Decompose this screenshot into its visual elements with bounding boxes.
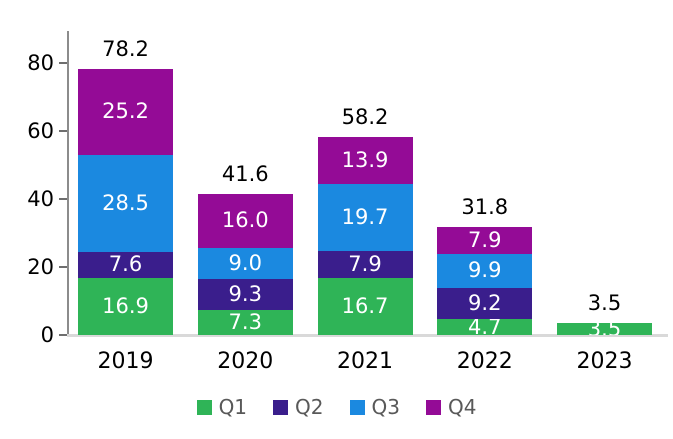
segment-value-label: 16.0 (221, 208, 269, 233)
y-axis-line (67, 31, 69, 336)
bar-segment-q3-2019: 28.5 (78, 154, 173, 252)
legend-item-q4: Q4 (425, 395, 477, 419)
segment-value-label: 9.9 (468, 258, 502, 283)
bar-segment-q1-2023: 3.5 (557, 323, 652, 335)
bar-segment-q2-2020: 9.3 (197, 278, 293, 311)
segment-value-label: 16.7 (341, 294, 389, 319)
bar-segment-q1-2022: 4.7 (437, 319, 533, 335)
bar-segment-q1-2019: 16.9 (78, 277, 173, 335)
segment-value-label: 7.3 (228, 310, 262, 335)
legend-swatch-q4 (425, 399, 441, 415)
legend: Q1 Q2 Q3 Q4 (0, 397, 673, 417)
segment-value-label: 7.9 (468, 228, 502, 253)
total-label-2021: 58.2 (341, 105, 389, 130)
segment-value-label: 9.0 (228, 250, 262, 275)
bar-segment-q4-2020: 16.0 (197, 193, 293, 248)
bar-segment-q1-2020: 7.3 (197, 310, 293, 335)
legend-swatch-q3 (349, 399, 365, 415)
y-tick-mark (59, 130, 67, 132)
legend-item-q3: Q3 (349, 395, 400, 419)
bar-segment-q4-2021: 13.9 (317, 137, 413, 185)
y-tick-mark (59, 334, 67, 336)
legend-label-q3: Q3 (371, 395, 400, 419)
y-tick-mark (59, 62, 67, 64)
segment-value-label: 4.7 (468, 319, 502, 335)
total-label-2020: 41.6 (221, 161, 269, 186)
legend-label-q4: Q4 (447, 395, 477, 419)
x-axis-label-2020: 2020 (217, 349, 274, 374)
y-tick-label: 0 (40, 323, 54, 347)
segment-value-label: 13.9 (341, 148, 389, 173)
x-axis-baseline (67, 334, 668, 337)
y-tick-mark (59, 266, 67, 268)
total-label-2019: 78.2 (102, 37, 149, 62)
y-tick-label: 40 (27, 187, 54, 211)
x-axis-label-2019: 2019 (97, 349, 154, 374)
bar-segment-q4-2019: 25.2 (78, 69, 173, 155)
y-tick-label: 80 (27, 51, 54, 75)
segment-value-label: 28.5 (102, 190, 149, 215)
bar-segment-q3-2020: 9.0 (197, 247, 293, 279)
segment-value-label: 9.2 (468, 290, 502, 315)
total-label-2023: 3.5 (587, 291, 622, 316)
x-axis-label-2023: 2023 (576, 349, 633, 374)
legend-item-q1: Q1 (196, 395, 248, 419)
bar-segment-q3-2022: 9.9 (437, 254, 533, 288)
y-tick-label: 20 (27, 255, 54, 279)
bar-segment-q1-2021: 16.7 (317, 278, 413, 335)
segment-value-label: 19.7 (341, 205, 389, 230)
legend-swatch-q2 (273, 399, 289, 415)
x-axis-label-2022: 2022 (456, 349, 513, 374)
x-axis-label-2021: 2021 (337, 349, 393, 374)
segment-value-label: 16.9 (102, 293, 149, 318)
segment-value-label: 7.6 (108, 252, 143, 277)
legend-label-q2: Q2 (295, 395, 324, 419)
y-tick-label: 60 (27, 119, 54, 143)
total-label-2022: 31.8 (461, 195, 509, 220)
bar-segment-q2-2022: 9.2 (437, 287, 533, 319)
legend-label-q1: Q1 (218, 395, 248, 419)
bar-segment-q2-2021: 7.9 (317, 251, 413, 279)
segment-value-label: 25.2 (102, 99, 149, 124)
legend-swatch-q1 (196, 399, 212, 415)
segment-value-label: 9.3 (228, 281, 262, 306)
segment-value-label: 7.9 (348, 252, 382, 277)
segment-value-label: 3.5 (588, 323, 621, 335)
bar-segment-q3-2021: 19.7 (317, 184, 413, 252)
y-tick-mark (59, 198, 67, 200)
bar-segment-q4-2022: 7.9 (437, 227, 533, 255)
bar-segment-q2-2019: 7.6 (78, 251, 173, 278)
legend-item-q2: Q2 (273, 395, 324, 419)
